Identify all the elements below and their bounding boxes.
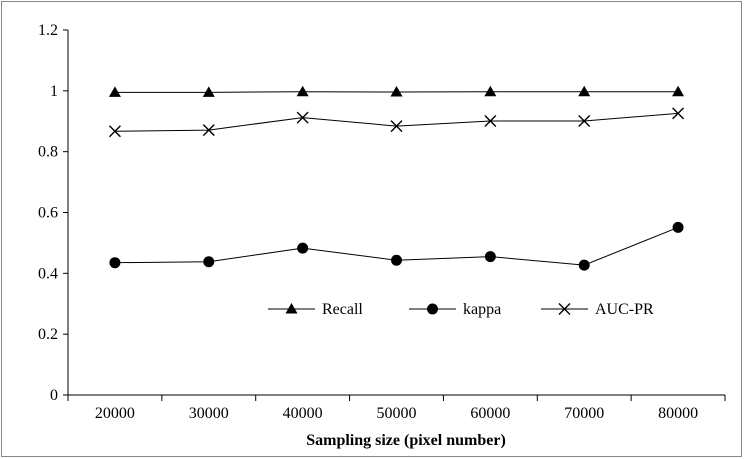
x-axis: 20000 30000 40000 50000 60000 70000 80000 — [67, 394, 726, 422]
y-tick-label: 0.8 — [38, 144, 58, 161]
series-recall — [108, 85, 685, 97]
data-point — [578, 114, 591, 127]
data-point — [390, 86, 403, 97]
data-point — [672, 85, 685, 97]
legend-item: AUC-PR — [541, 301, 654, 318]
y-axis: 0 0.2 0.4 0.6 0.8 1 1.2 — [38, 22, 69, 404]
data-point — [108, 86, 121, 97]
legend-item: Recall — [268, 301, 363, 318]
y-tick-label: 0 — [50, 387, 58, 404]
series-kappa — [109, 221, 684, 271]
x-tick-label: 50000 — [377, 405, 417, 422]
y-tick-label: 0.2 — [38, 326, 58, 343]
legend-label: Recall — [322, 301, 363, 318]
y-tick-label: 1 — [50, 83, 58, 100]
y-tick-label: 0.6 — [38, 205, 58, 222]
data-point — [484, 114, 497, 127]
data-point — [578, 259, 590, 271]
x-axis-title: Sampling size (pixel number) — [306, 432, 506, 449]
data-point — [484, 85, 497, 97]
x-tick-label: 60000 — [470, 405, 510, 422]
legend-label: kappa — [463, 301, 501, 318]
data-point — [391, 254, 402, 266]
data-point — [672, 107, 685, 120]
data-point — [203, 256, 215, 268]
legend-marker — [285, 303, 298, 314]
legend: Recall kappa AUC-PR — [268, 301, 654, 318]
data-point — [296, 111, 309, 124]
data-point — [296, 85, 309, 97]
data-point — [484, 251, 496, 263]
legend-item: kappa — [409, 301, 501, 318]
data-point — [672, 221, 684, 233]
data-point — [202, 124, 215, 137]
legend-marker — [558, 303, 571, 315]
y-tick-label: 0.4 — [38, 265, 58, 282]
data-point — [390, 120, 403, 133]
series-auc-pr — [108, 107, 685, 138]
data-point — [109, 257, 121, 269]
data-point — [108, 125, 121, 138]
data-point — [578, 85, 591, 97]
x-tick-label: 70000 — [564, 405, 604, 422]
x-tick-label: 30000 — [189, 405, 229, 422]
x-tick-label: 20000 — [95, 405, 135, 422]
data-point — [202, 86, 215, 97]
legend-marker — [427, 303, 438, 315]
x-tick-label: 40000 — [283, 405, 323, 422]
series-layer — [108, 85, 685, 271]
data-point — [297, 242, 309, 254]
y-tick-label: 1.2 — [38, 22, 58, 39]
legend-label: AUC-PR — [595, 301, 654, 318]
x-tick-label: 80000 — [658, 405, 698, 422]
